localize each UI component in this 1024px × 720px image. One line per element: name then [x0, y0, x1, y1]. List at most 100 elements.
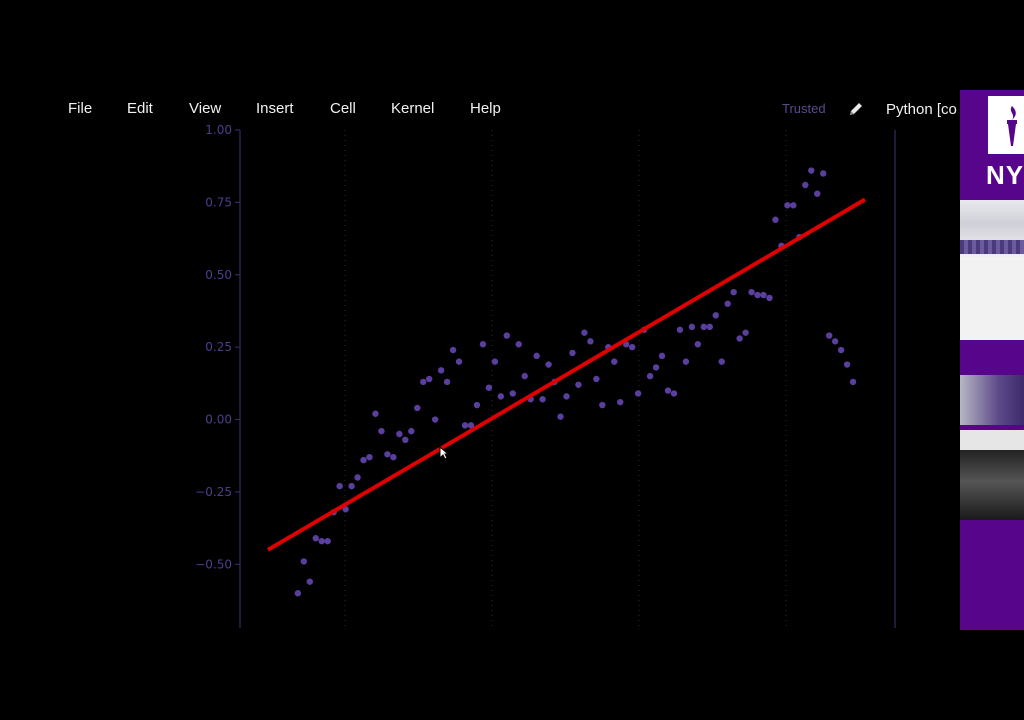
data-point	[593, 375, 600, 383]
data-point	[599, 401, 606, 409]
pencil-icon[interactable]	[848, 101, 864, 117]
photo-strip-5	[960, 430, 1024, 450]
fit-line-group	[266, 197, 867, 552]
data-point	[294, 590, 302, 597]
menu-kernel[interactable]: Kernel	[391, 100, 435, 117]
data-point	[634, 390, 642, 397]
data-point	[521, 372, 528, 380]
menu-view[interactable]: View	[189, 100, 222, 117]
data-point	[354, 474, 361, 481]
photo-strip-2	[960, 240, 1024, 254]
y-tick-label: 0.50	[205, 268, 232, 282]
data-point	[849, 378, 857, 386]
data-point	[664, 387, 672, 394]
data-point	[802, 181, 809, 189]
data-point	[820, 170, 827, 177]
data-point	[539, 396, 546, 403]
data-point	[300, 558, 308, 565]
data-point	[766, 294, 773, 302]
data-point	[533, 352, 540, 360]
data-point	[384, 451, 391, 458]
data-point	[825, 332, 833, 339]
data-point	[467, 422, 475, 429]
data-point	[587, 338, 594, 345]
data-point	[754, 291, 761, 299]
data-point	[581, 329, 588, 336]
data-point	[545, 361, 552, 368]
menu-file[interactable]: File	[68, 100, 93, 117]
data-point	[808, 167, 815, 174]
data-point	[485, 384, 493, 391]
data-point	[431, 416, 439, 423]
data-point	[324, 537, 331, 545]
data-point	[318, 537, 325, 545]
data-point	[575, 381, 582, 388]
menu-cell[interactable]: Cell	[330, 100, 356, 117]
data-point	[342, 506, 349, 513]
data-point	[658, 352, 666, 360]
data-point	[831, 338, 839, 345]
data-point	[306, 578, 313, 585]
data-point	[730, 288, 737, 296]
data-point	[408, 427, 415, 435]
data-point	[443, 378, 451, 386]
data-point	[473, 401, 481, 409]
data-point	[366, 453, 373, 461]
data-point	[425, 375, 433, 383]
scatter-plot: 1.00 0.75 0.50 0.25 0.00 −0.25 −0.50	[195, 123, 896, 628]
data-point	[336, 482, 343, 490]
data-point	[557, 413, 564, 420]
data-point	[712, 312, 719, 319]
y-tick-label: 1.00	[205, 123, 232, 137]
data-point	[646, 372, 654, 380]
data-point	[414, 404, 421, 412]
data-point	[772, 216, 779, 223]
menu-bar: File Edit View Insert Cell Kernel Help	[0, 96, 960, 124]
data-point	[360, 456, 367, 464]
data-point	[402, 436, 409, 444]
data-point	[420, 378, 427, 386]
data-point	[694, 341, 702, 348]
data-point	[718, 358, 725, 365]
menu-help[interactable]: Help	[470, 100, 501, 117]
y-tick-label: −0.50	[195, 557, 232, 571]
torch-icon	[1004, 104, 1020, 148]
data-point	[760, 291, 767, 299]
logo-text: NY	[986, 160, 1024, 190]
y-tick-label: 0.25	[205, 340, 232, 354]
data-point	[784, 202, 791, 209]
data-point	[569, 349, 576, 357]
data-point	[670, 390, 678, 397]
y-tick-label: −0.25	[195, 485, 232, 499]
data-point	[479, 341, 487, 348]
y-tick-label: 0.00	[205, 413, 232, 427]
data-point	[372, 410, 379, 417]
photo-strip-3	[960, 260, 1024, 340]
grid-lines	[344, 130, 787, 628]
data-point	[563, 393, 570, 400]
data-point	[736, 335, 743, 342]
logo-box	[988, 96, 1024, 154]
data-point	[837, 346, 845, 354]
data-point	[688, 323, 696, 331]
data-point	[503, 332, 510, 339]
data-point	[497, 393, 505, 400]
data-points	[294, 167, 857, 597]
y-ticks: 1.00 0.75 0.50 0.25 0.00 −0.25 −0.50	[195, 123, 240, 571]
menu-insert[interactable]: Insert	[256, 100, 294, 117]
data-point	[676, 326, 684, 333]
data-point	[748, 288, 755, 296]
menu-edit[interactable]: Edit	[127, 100, 153, 117]
data-point	[461, 422, 469, 429]
data-point	[378, 427, 385, 435]
kernel-indicator[interactable]: Python [co	[886, 101, 957, 118]
data-point	[843, 361, 851, 368]
data-point	[455, 358, 463, 365]
trusted-indicator[interactable]: Trusted	[782, 101, 826, 116]
data-point	[491, 358, 499, 365]
data-point	[390, 453, 397, 461]
data-point	[611, 358, 618, 365]
photo-strip-6	[960, 450, 1024, 520]
data-point	[515, 341, 522, 348]
data-point	[682, 358, 690, 365]
